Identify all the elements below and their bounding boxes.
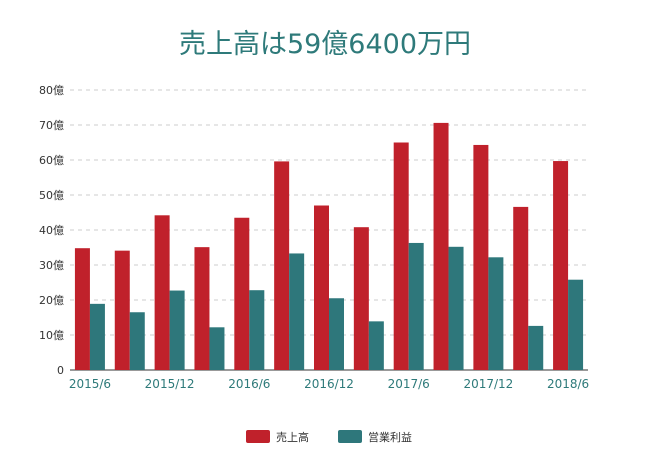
y-tick-label: 80億 [39,84,64,97]
bar-operating-profit [329,298,344,370]
bar-operating-profit [129,312,145,370]
bar-sales [154,215,170,370]
bar-operating-profit [289,253,305,370]
bar-operating-profit [209,327,225,370]
y-tick-label: 10億 [39,329,64,342]
bar-operating-profit [568,279,584,370]
y-tick-label: 60億 [39,154,64,167]
bar-sales [513,206,529,370]
bar-sales [393,142,409,370]
bar-operating-profit [528,325,544,370]
bar-operating-profit [368,321,384,370]
y-tick-label: 20億 [39,294,64,307]
bar-operating-profit [249,290,265,370]
legend-swatch [338,430,362,443]
bar-operating-profit [89,303,105,370]
bar-operating-profit [488,257,504,370]
x-tick-label: 2018/6 [547,377,589,391]
y-tick-label: 30億 [39,259,64,272]
legend-swatch [246,430,270,443]
y-tick-label: 50億 [39,189,64,202]
bar-sales [194,247,210,370]
bar-sales [74,248,90,370]
bar-sales [353,227,369,370]
bar-sales [433,122,449,371]
bar-operating-profit [169,290,185,370]
y-tick-label: 40億 [39,224,64,237]
legend-label: 売上高 [276,430,309,444]
x-tick-label: 2017/12 [463,377,513,391]
chart-title: 売上高は59億6400万円 [178,29,472,60]
x-tick-label: 2015/6 [69,377,111,391]
bar-sales [473,144,489,370]
x-tick-label: 2016/6 [228,377,270,391]
bar-sales [234,217,250,370]
bar-sales [314,205,329,370]
x-tick-label: 2016/12 [304,377,354,391]
legend-label: 営業利益 [368,430,412,444]
x-tick-label: 2017/6 [388,377,430,391]
y-tick-label: 70億 [39,119,64,132]
bar-operating-profit [448,246,464,370]
x-tick-label: 2015/12 [145,377,195,391]
bar-sales [274,161,290,370]
bar-sales [553,161,569,370]
bar-operating-profit [408,242,424,370]
bar-sales [114,250,130,370]
y-tick-label: 0 [57,364,64,377]
